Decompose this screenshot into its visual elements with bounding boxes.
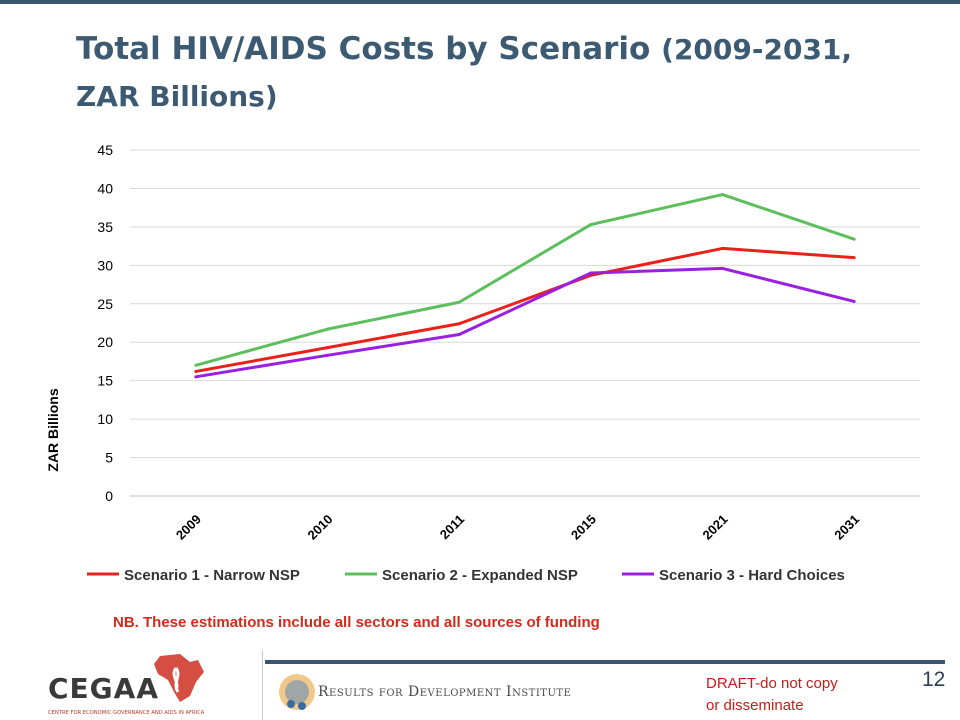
legend-label-1: Scenario 1 - Narrow NSP [124,567,300,584]
y-axis-ticks: 0 5 10 15 20 25 30 35 40 45 [97,142,113,504]
legend-label-2: Scenario 2 - Expanded NSP [382,567,578,584]
y-tick-label: 30 [97,257,113,273]
draft-line-2: or disseminate [706,697,804,714]
series-line-1 [195,246,855,373]
data-point [852,256,856,260]
y-tick-label: 45 [97,142,113,158]
data-point [326,346,329,350]
title-line2: ZAR Billions) [76,80,278,113]
svg-text:CEGAA: CEGAA [48,672,159,705]
x-tick-label: 2021 [700,512,731,543]
y-tick-label: 25 [97,296,113,312]
y-tick-label: 5 [105,450,113,466]
data-point [852,299,856,303]
data-point [457,322,461,326]
series-lines [194,193,856,379]
data-point [457,300,461,304]
y-axis-label: ZAR Billions [45,388,61,471]
y-tick-label: 10 [97,411,113,427]
slide-title: Total HIV/AIDS Costs by Scenario (2009-2… [76,26,936,120]
rfdi-name: Results for Development Institute [318,684,572,700]
data-point [721,246,724,250]
data-point [194,375,198,379]
cegaa-tagline: CENTRE FOR ECONOMIC GOVERNANCE AND AIDS … [48,710,205,716]
x-axis-ticks: 2009 2010 2011 2015 2021 2031 [173,512,862,543]
title-sub: (2009-2031, [661,33,853,66]
rfdi-logo [279,674,315,710]
y-tick-label: 15 [97,373,113,389]
data-point [721,193,724,197]
data-point [326,353,329,357]
y-tick-label: 20 [97,334,113,350]
series-line-2 [195,193,855,367]
x-tick-label: 2015 [568,512,599,543]
draft-notice: DRAFT-do not copy or disseminate [706,673,838,717]
x-tick-label: 2009 [173,512,204,543]
y-tick-label: 35 [97,219,113,235]
footer-divider [262,650,263,720]
data-point [194,369,198,373]
data-point [457,333,461,337]
x-tick-label: 2010 [305,512,336,543]
gridlines [130,149,920,497]
legend-label-3: Scenario 3 - Hard Choices [659,567,845,584]
legend: Scenario 1 - Narrow NSP Scenario 2 - Expa… [87,567,845,584]
footer-rule [265,660,945,664]
data-point [589,223,593,227]
data-point [852,237,856,241]
x-tick-label: 2011 [437,512,468,543]
data-point [721,266,724,270]
data-point [589,271,593,275]
y-tick-label: 40 [97,180,113,196]
footnote: NB. These estimations include all sector… [113,614,600,631]
cegaa-logo: CEGAA CENTRE FOR ECONOMIC GOVERNANCE AND… [48,654,205,716]
data-point [194,363,198,367]
series-line-3 [195,266,855,379]
y-tick-label: 0 [105,488,113,504]
x-tick-label: 2031 [831,512,862,543]
data-point [326,327,329,331]
title-main: Total HIV/AIDS Costs by Scenario [76,31,651,67]
page-number: 12 [922,668,946,691]
draft-line-1: DRAFT-do not copy [706,675,838,692]
top-accent-bar [0,0,960,4]
